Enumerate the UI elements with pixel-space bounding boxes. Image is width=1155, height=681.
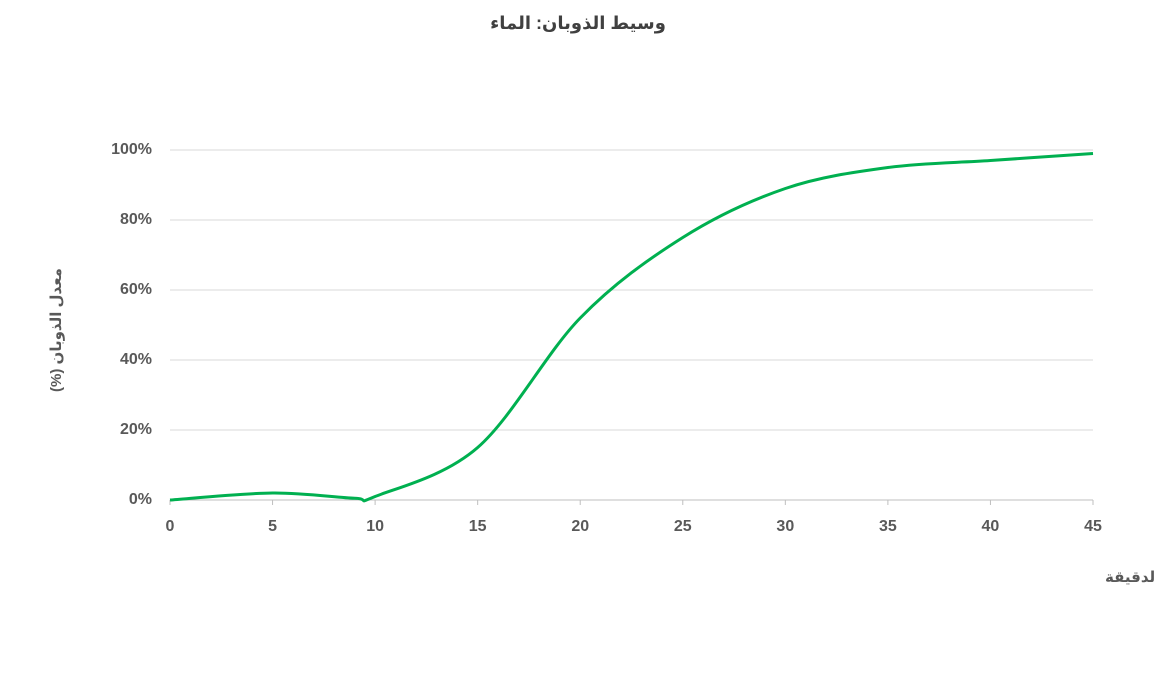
data-line [169,152,1094,503]
x-tick-label: 0 [166,518,175,535]
x-tick-label: 45 [1084,518,1102,535]
x-tick-label: 10 [366,518,384,535]
y-tick-label: 100% [111,141,152,158]
x-tick-label: 25 [674,518,692,535]
chart-title: وسيط الذوبان: الماء [490,13,666,34]
x-axis-label: الوقت/الدقيقة [1105,569,1155,586]
x-tick-label: 30 [776,518,794,535]
y-tick-label: 60% [120,281,152,298]
y-tick-label: 0% [129,491,152,508]
y-tick-label: 40% [120,351,152,368]
x-tick-label: 20 [571,518,589,535]
x-tick-label: 5 [268,518,277,535]
x-tick-label: 40 [982,518,1000,535]
y-axis-label: معدل الذوبان (%) [48,268,65,392]
y-tick-label: 20% [120,421,152,438]
x-tick-label: 35 [879,518,897,535]
x-tick-label: 15 [469,518,487,535]
y-tick-label: 80% [120,211,152,228]
